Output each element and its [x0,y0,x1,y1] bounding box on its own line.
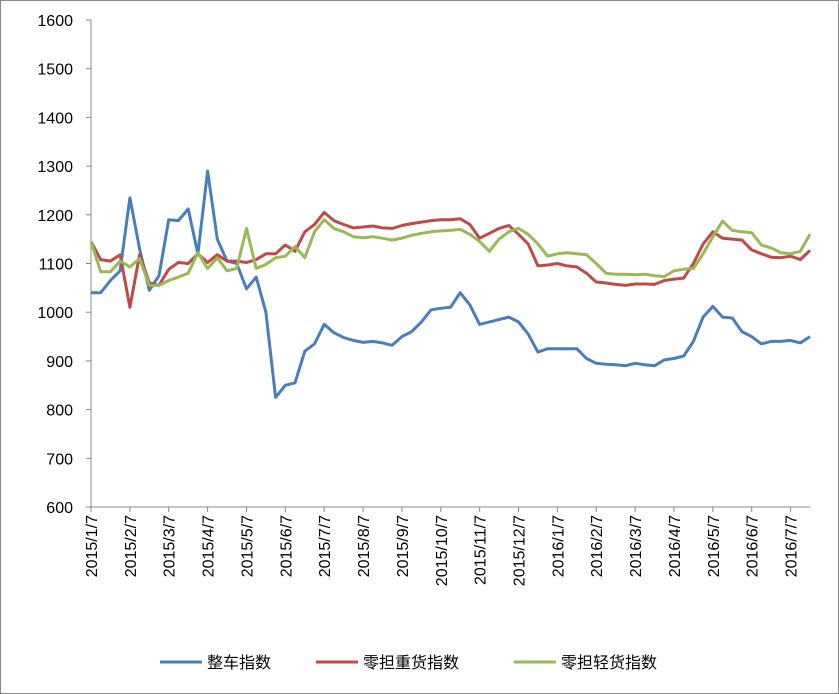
x-tick-label: 2015/10/7 [434,515,451,586]
y-tick-label: 1000 [37,305,73,322]
y-tick-label: 1100 [39,257,74,274]
x-tick-label: 2015/6/7 [278,515,295,577]
x-tick-label: 2015/2/7 [123,515,140,577]
y-tick-label: 1300 [37,159,73,176]
y-tick-label: 800 [46,403,73,420]
legend-label: 零担轻货指数 [561,654,657,672]
y-tick-label: 700 [46,451,73,468]
x-tick-label: 2016/4/7 [667,515,684,577]
x-tick-label: 2015/8/7 [356,515,373,577]
x-tick-label: 2015/3/7 [162,515,179,577]
x-tick-label: 2016/1/7 [550,515,567,577]
y-tick-label: 1500 [37,62,73,79]
x-tick-label: 2016/7/7 [784,515,801,577]
x-tick-label: 2016/6/7 [745,515,762,577]
series-line [89,218,812,287]
x-tick-label: 2015/9/7 [395,515,412,577]
y-tick-label: 1600 [37,13,73,30]
x-tick-label: 2016/5/7 [706,515,723,577]
legend-label: 零担重货指数 [363,654,459,672]
x-tick-label: 2015/4/7 [201,515,218,577]
x-tick-label: 2016/3/7 [628,515,645,577]
legend-label: 整车指数 [207,654,271,672]
y-tick-label: 1200 [37,208,73,225]
x-tick-label: 2015/12/7 [512,515,529,586]
x-tick-label: 2015/7/7 [317,515,334,577]
y-tick-label: 1400 [37,110,73,127]
x-tick-label: 2015/1/7 [84,515,101,577]
x-tick-label: 2015/11/7 [473,515,490,585]
series-line [91,169,811,399]
y-tick-label: 900 [46,354,73,371]
x-tick-label: 2016/2/7 [589,515,606,577]
x-tick-label: 2015/5/7 [239,515,256,577]
y-tick-label: 600 [46,500,73,517]
